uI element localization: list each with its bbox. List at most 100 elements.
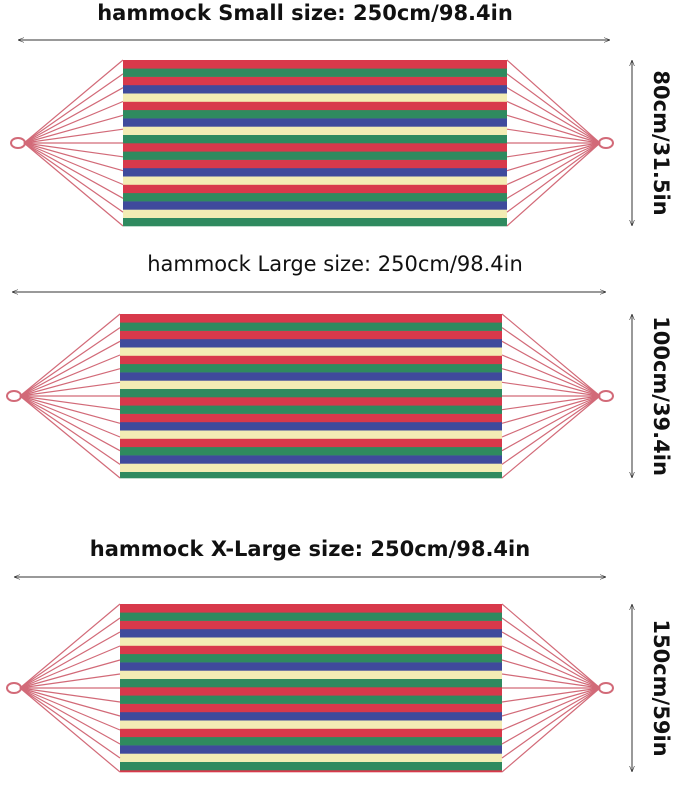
stripe <box>120 438 502 448</box>
stripe <box>120 678 502 688</box>
stripe <box>120 687 502 696</box>
stripe <box>120 695 502 704</box>
stripe <box>120 753 502 762</box>
rope <box>19 395 121 438</box>
rope <box>23 114 124 144</box>
rope <box>19 354 121 397</box>
rope <box>501 603 601 689</box>
stripe <box>120 405 502 414</box>
stripe <box>120 338 502 348</box>
stripe <box>123 68 507 77</box>
stripe <box>120 670 502 679</box>
rope <box>19 673 121 689</box>
ring <box>6 390 22 402</box>
ring <box>598 682 614 694</box>
rope <box>23 100 124 144</box>
rope <box>506 59 601 144</box>
rope <box>23 128 124 144</box>
rope <box>506 73 601 144</box>
rope <box>19 395 121 465</box>
rope <box>501 687 601 717</box>
stripe <box>120 628 502 638</box>
rope <box>501 687 601 703</box>
stripe <box>120 421 502 431</box>
width-label: hammock X-Large size: 250cm/98.4in <box>90 537 530 561</box>
rope <box>506 142 601 213</box>
rope <box>501 617 601 689</box>
rope <box>19 395 121 411</box>
height-label: 150cm/59in <box>649 619 673 756</box>
rope <box>19 645 121 689</box>
stripe <box>120 703 502 713</box>
rope <box>506 142 601 186</box>
rope <box>19 395 121 479</box>
rope <box>23 142 124 186</box>
rope <box>19 313 121 397</box>
rope <box>23 87 124 144</box>
stripe <box>120 455 502 464</box>
stripe <box>120 620 502 630</box>
stripe <box>123 101 507 111</box>
stripe <box>123 209 507 218</box>
stripe <box>120 322 502 331</box>
stripe <box>123 201 507 210</box>
rope <box>19 340 121 397</box>
stripe <box>120 736 502 746</box>
rope <box>506 142 601 199</box>
rope <box>23 73 124 144</box>
stripe <box>120 770 502 773</box>
rope <box>501 687 601 773</box>
stripe <box>120 653 502 663</box>
stripe <box>120 446 502 456</box>
stripe <box>123 60 507 69</box>
rope <box>19 687 121 717</box>
rope <box>19 617 121 689</box>
stripe <box>123 192 507 202</box>
stripe <box>123 134 507 144</box>
rope <box>501 645 601 689</box>
rope <box>501 673 601 689</box>
rope <box>19 687 121 703</box>
rope <box>23 142 124 172</box>
rope <box>23 59 124 144</box>
stripe <box>120 645 502 655</box>
stripe <box>123 217 507 227</box>
stripe <box>120 314 502 323</box>
height-label: 80cm/31.5in <box>649 70 673 215</box>
rope <box>19 687 121 773</box>
ring <box>6 682 22 694</box>
rope <box>506 87 601 144</box>
rope <box>19 659 121 689</box>
ring <box>10 137 26 149</box>
stripe <box>120 363 502 373</box>
rope <box>501 395 601 452</box>
stripe <box>123 184 507 194</box>
stripe <box>120 380 502 389</box>
rope <box>501 631 601 689</box>
ring <box>598 137 614 149</box>
rope <box>501 659 601 689</box>
rope <box>501 395 601 479</box>
rope <box>501 395 601 424</box>
stripe <box>120 397 502 406</box>
rope <box>19 381 121 397</box>
rope <box>501 687 601 731</box>
rope <box>506 142 601 172</box>
rope <box>19 395 121 424</box>
rope <box>501 368 601 397</box>
stripe <box>123 118 507 127</box>
stripe <box>123 84 507 94</box>
stripe <box>120 355 502 365</box>
stripe <box>120 347 502 356</box>
stripe <box>123 151 507 160</box>
rope <box>501 381 601 397</box>
stripe <box>123 167 507 177</box>
rope <box>19 631 121 689</box>
rope <box>23 142 124 227</box>
ring <box>598 390 614 402</box>
rope <box>19 603 121 689</box>
rope <box>506 114 601 144</box>
stripe <box>123 176 507 185</box>
rope <box>506 100 601 144</box>
